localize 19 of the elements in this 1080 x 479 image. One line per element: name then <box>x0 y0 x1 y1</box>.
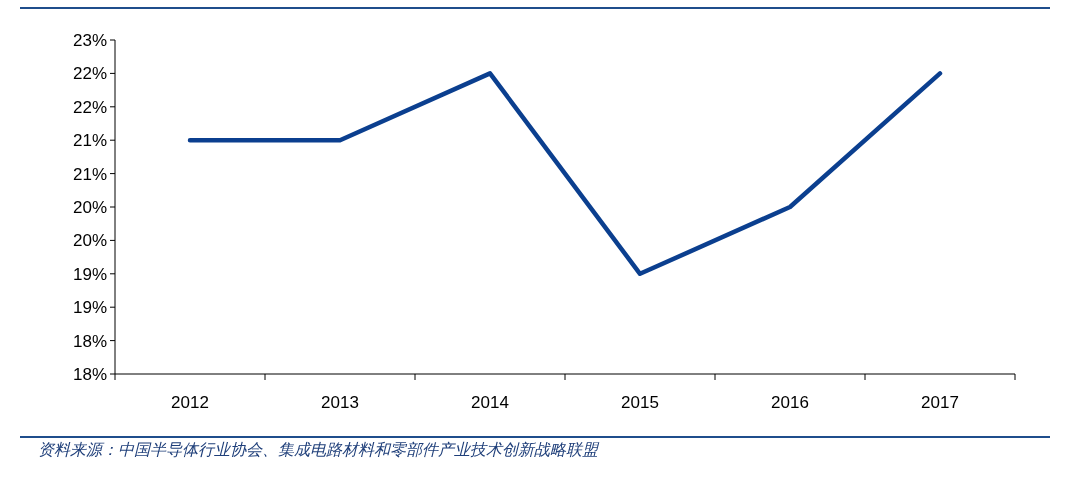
y-tick-label: 22% <box>72 97 107 117</box>
x-tick-label: 2012 <box>171 393 209 412</box>
x-tick-label: 2014 <box>471 393 509 412</box>
x-tick-label: 2013 <box>321 393 359 412</box>
line-series <box>187 71 943 277</box>
y-tick-label: 21% <box>72 131 107 151</box>
y-tick-label: 22% <box>72 64 107 84</box>
y-tick-label: 18% <box>72 365 107 384</box>
text: 资料来源：中国半导体行业协会、集成电路材料和零部件产业技术创新战略联盟 <box>38 440 598 461</box>
y-tick-label: 20% <box>72 231 107 251</box>
y-tick-label: 21% <box>72 164 107 184</box>
y-tick-label: 20% <box>72 198 107 217</box>
x-tick-label: 2016 <box>771 393 809 412</box>
y-tick-label: 18% <box>72 331 107 351</box>
y-tick-label: 23% <box>72 31 107 50</box>
y-tick-label: 19% <box>72 298 107 318</box>
x-tick-label: 2015 <box>621 393 659 412</box>
y-tick-label: 19% <box>72 264 107 284</box>
x-tick-label: 2017 <box>921 393 959 412</box>
